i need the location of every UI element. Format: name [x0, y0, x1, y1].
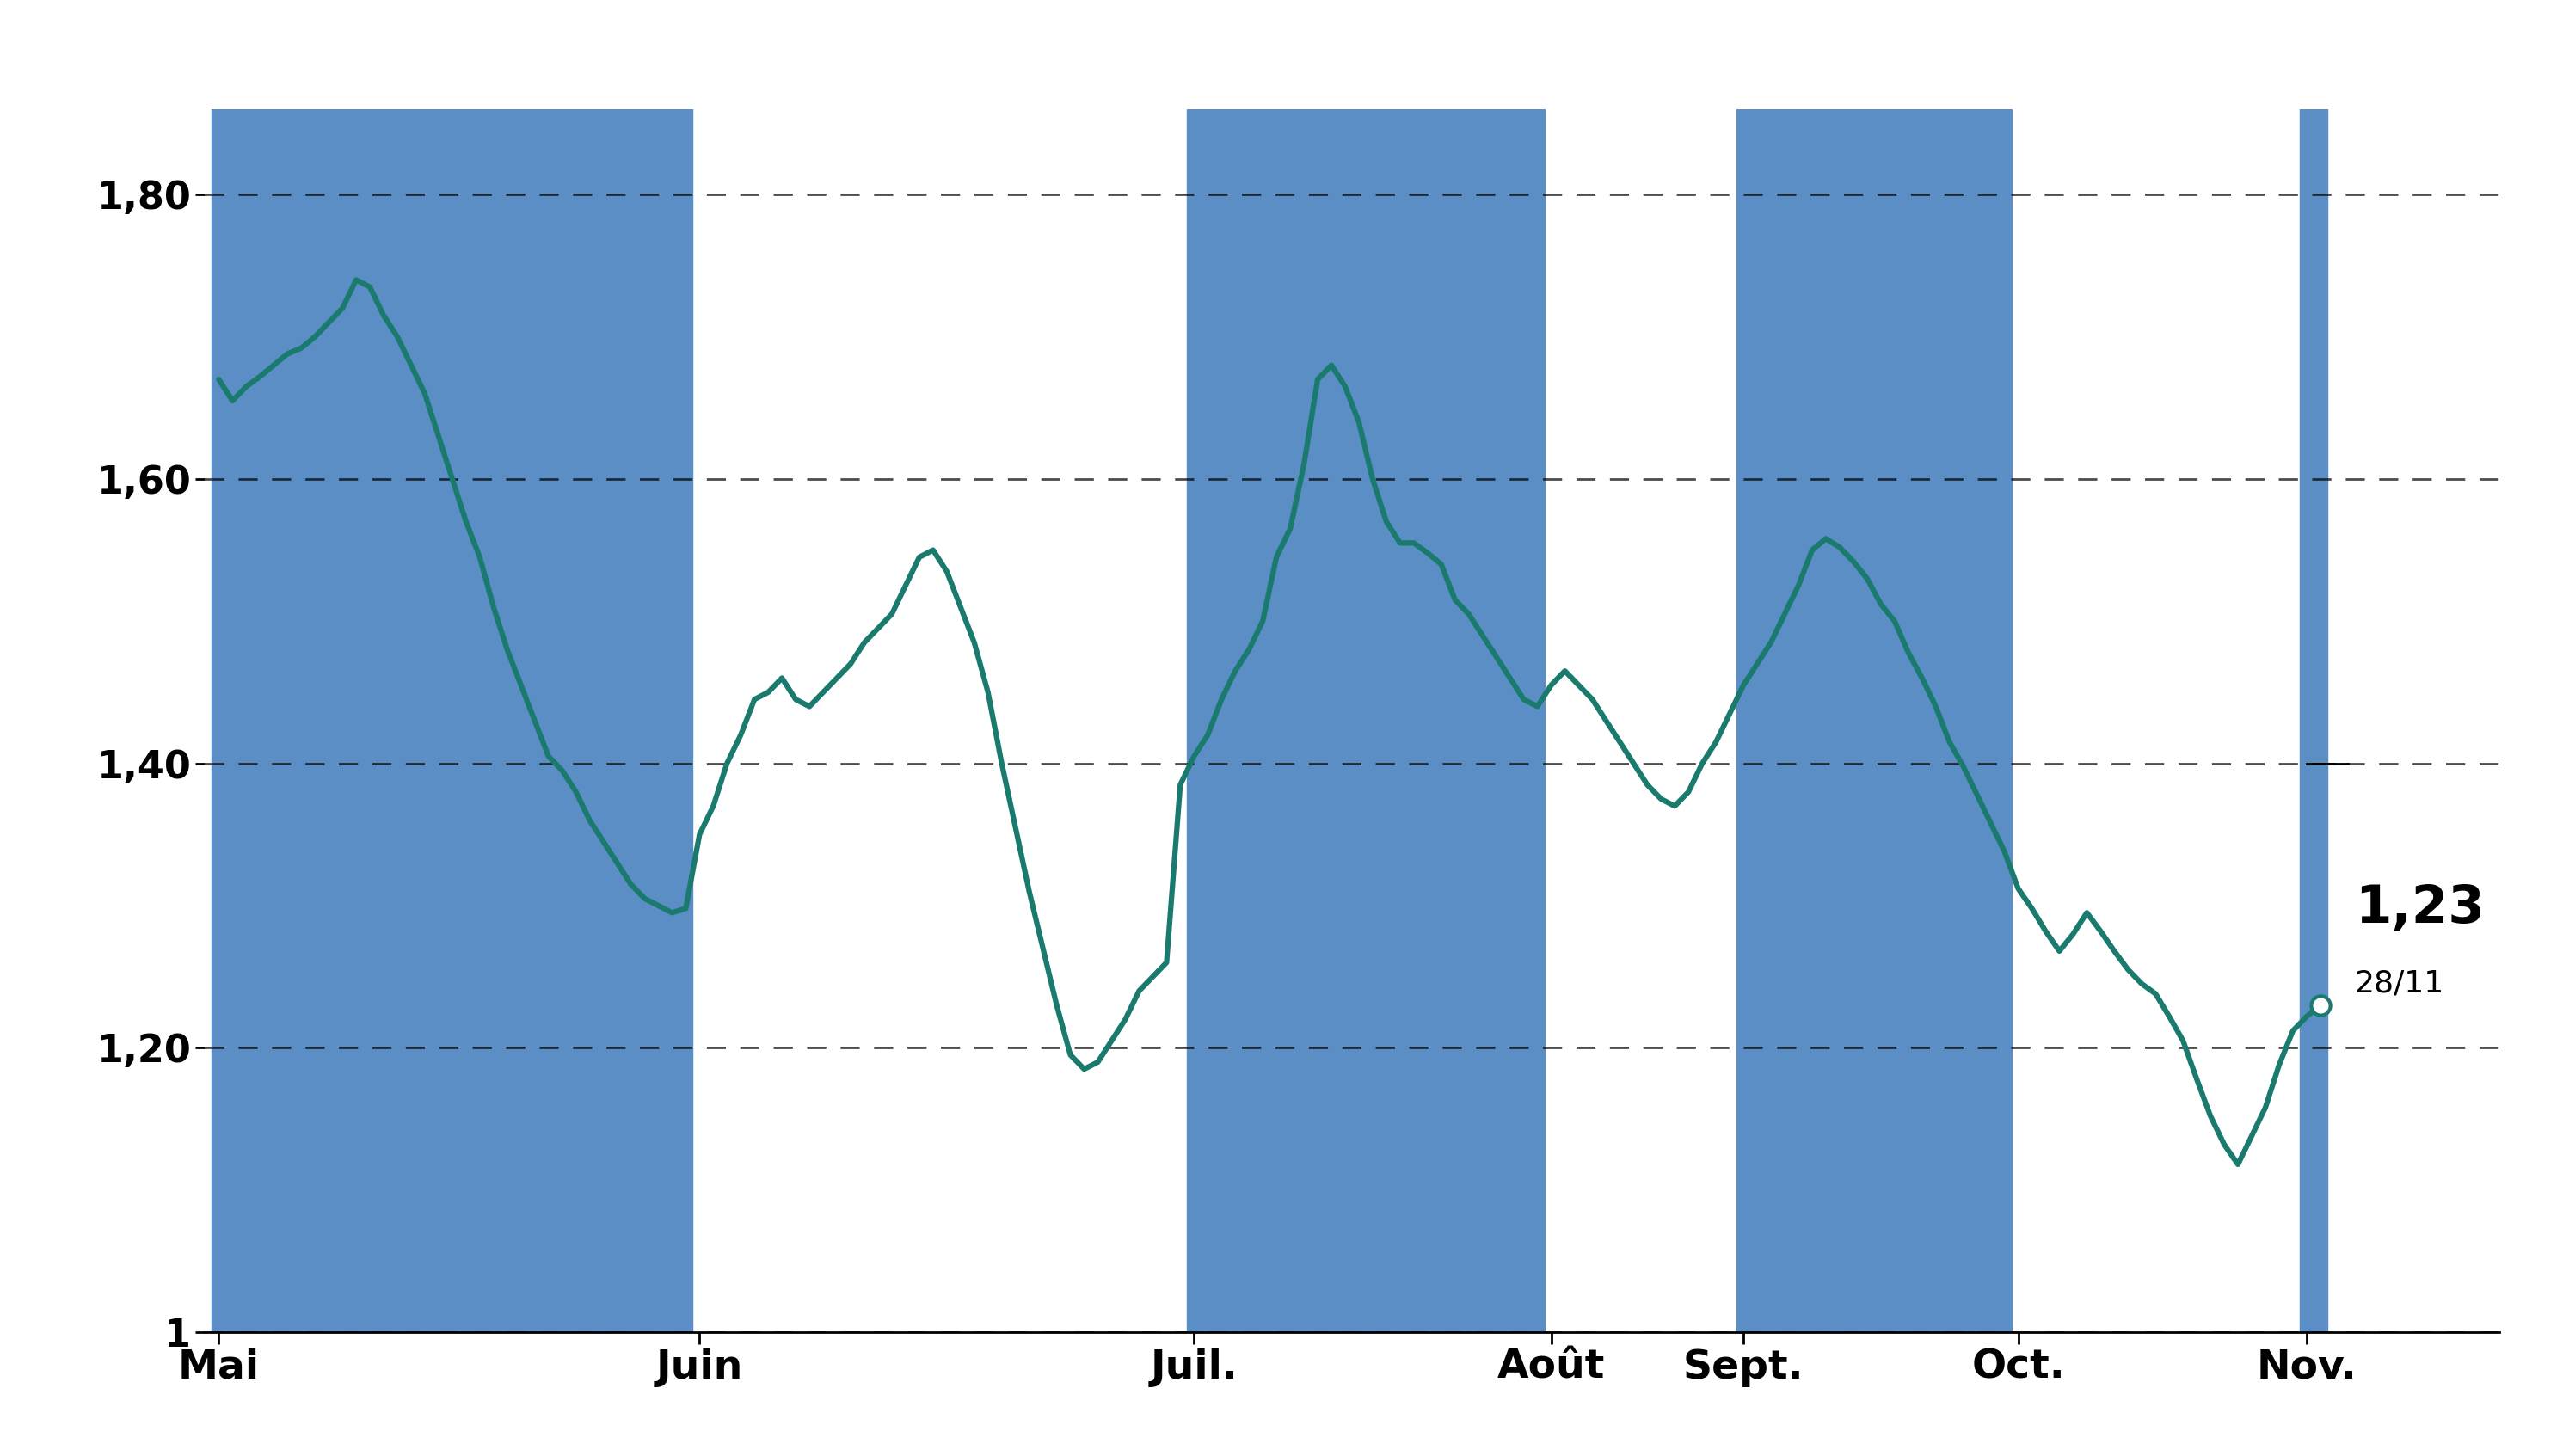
Bar	[1187, 109, 1545, 1332]
Bar	[213, 109, 692, 1332]
Bar	[2299, 109, 2327, 1332]
Text: 1,23: 1,23	[2355, 884, 2484, 935]
Bar	[1738, 109, 2012, 1332]
Text: 28/11: 28/11	[2355, 968, 2445, 997]
Text: Singulus Technologies AG: Singulus Technologies AG	[782, 16, 1781, 83]
